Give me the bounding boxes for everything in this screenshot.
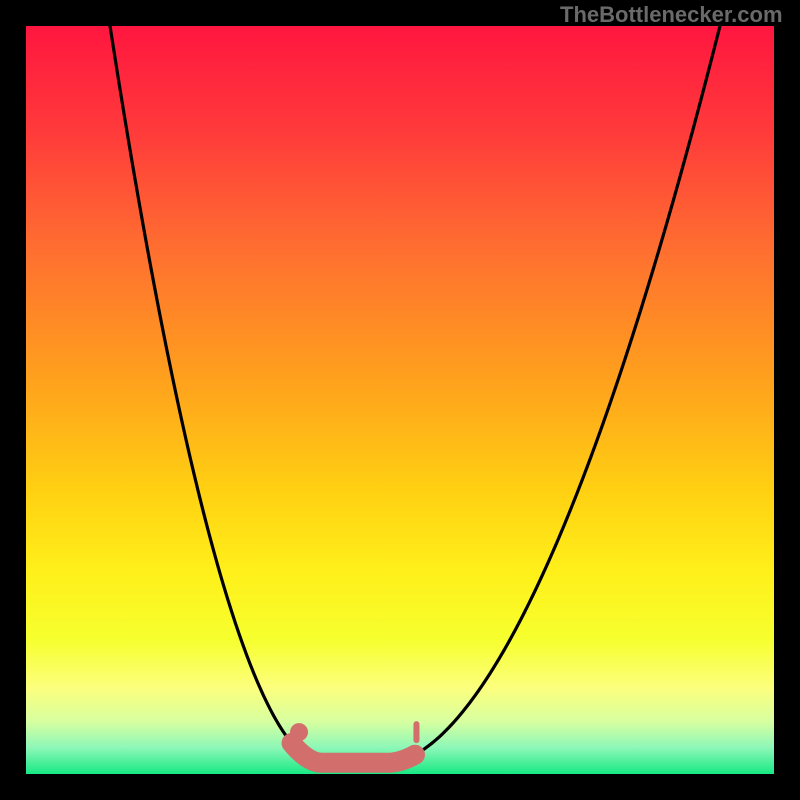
watermark-text: TheBottlenecker.com	[560, 2, 783, 28]
range-start-marker	[290, 723, 308, 741]
bottleneck-chart	[0, 0, 800, 800]
range-end-marker	[413, 721, 419, 743]
gradient-background	[26, 26, 774, 774]
